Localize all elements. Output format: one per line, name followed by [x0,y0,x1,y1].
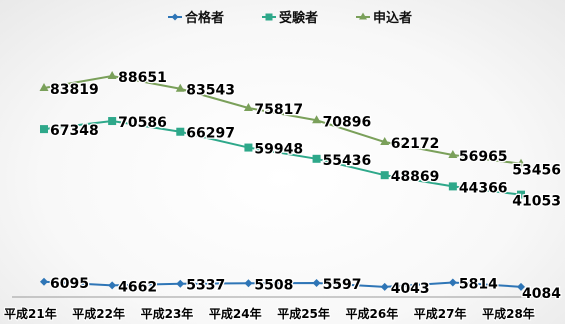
data-point-1-7 [517,190,525,199]
data-label-1-1: 70586 [118,115,167,131]
data-label-2-3: 75817 [254,102,303,118]
data-label-0-5: 4043 [391,281,430,297]
data-point-2-2 [175,83,185,92]
data-label-0-7: 4084 [522,286,561,302]
data-point-0-7 [517,282,525,291]
data-label-0-3: 5508 [254,277,293,293]
data-label-2-7: 53456 [512,163,561,179]
legend-marker-0 [171,13,179,21]
data-label-0-0: 6095 [50,276,89,292]
legend-marker-2 [359,12,367,20]
data-label-0-2: 5337 [186,278,225,294]
data-label-0-4: 5597 [323,277,362,293]
data-point-1-3 [244,143,253,152]
data-label-2-6: 56965 [459,149,508,165]
x-tick-label-2: 平成23年 [141,306,194,321]
data-label-2-4: 70896 [323,114,372,130]
legend-label-2: 申込者 [373,10,412,26]
data-point-0-6 [448,278,457,287]
data-label-1-7: 41053 [512,194,561,210]
legend-item-1: 受験者 [262,10,318,26]
series-line-0 [43,280,522,288]
legend-item-2: 申込者 [356,10,412,26]
x-tick-label-4: 平成25年 [277,306,330,321]
data-label-0-6: 5814 [459,277,498,293]
data-label-1-6: 44366 [459,180,508,196]
data-point-2-6 [448,149,458,158]
x-tick-label-0: 平成21年 [4,306,57,321]
data-label-2-0: 83819 [50,82,99,98]
data-label-1-2: 66297 [186,126,235,142]
data-point-0-0 [40,277,48,286]
data-label-1-5: 48869 [391,169,440,185]
x-tick-label-5: 平成26年 [346,306,399,321]
data-point-0-5 [380,282,389,291]
data-label-0-1: 4662 [118,279,157,295]
data-label-2-5: 62172 [391,136,440,152]
legend-marker-1 [265,13,273,21]
data-point-2-3 [243,102,253,111]
data-point-1-5 [380,171,389,180]
data-label-2-2: 83543 [186,83,235,99]
data-label-1-3: 59948 [254,142,303,158]
chart-legend: 合格者 受験者 申込者 [168,10,412,26]
data-label-2-1: 88651 [118,70,167,86]
legend-label-1: 受験者 [279,10,318,26]
data-point-1-4 [312,154,321,163]
data-point-0-2 [176,279,185,288]
data-point-2-0 [39,83,49,92]
legend-label-0: 合格者 [185,10,224,26]
data-point-0-4 [312,279,321,288]
data-point-2-7 [516,158,526,167]
legend-item-0: 合格者 [168,10,224,26]
data-label-1-0: 67348 [50,123,99,139]
data-point-1-6 [448,182,457,191]
data-label-1-4: 55436 [323,153,372,169]
data-point-1-1 [108,117,117,126]
data-point-2-4 [312,115,322,124]
data-point-1-0 [40,125,48,134]
x-tick-label-1: 平成22年 [72,306,125,321]
data-point-1-2 [176,127,185,136]
data-point-0-1 [108,281,117,290]
x-tick-label-7: 平成28年 [482,306,535,321]
data-point-2-5 [380,137,390,146]
data-point-0-3 [244,279,253,288]
x-tick-label-6: 平成27年 [414,306,467,321]
data-point-2-1 [107,71,117,79]
series-line-2 [43,74,522,165]
x-tick-label-3: 平成24年 [209,306,262,321]
series-line-1 [43,120,522,196]
